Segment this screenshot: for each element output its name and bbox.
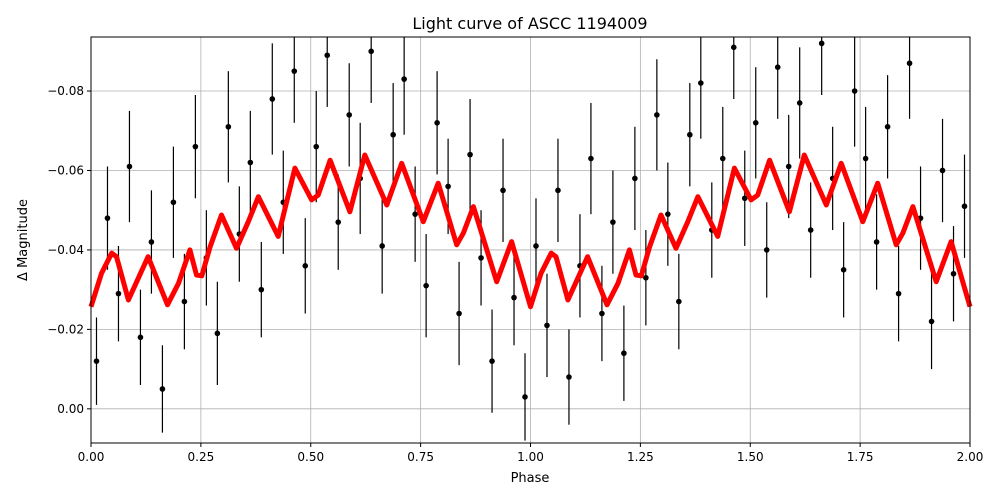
data-point [807, 227, 814, 233]
x-axis-ticks: 0.00 0.25 0.50 0.75 1.00 1.25 1.50 1.75 2.00 [78, 443, 984, 464]
data-point [192, 143, 199, 150]
data-point [818, 40, 825, 47]
data-point [170, 199, 177, 206]
data-point [676, 298, 682, 305]
data-point [478, 255, 484, 261]
data-point [104, 215, 111, 221]
x-tick-label: 0.75 [407, 450, 434, 464]
data-point [763, 247, 770, 253]
data-point [335, 219, 342, 225]
y-axis-ticks: 0.00 −0.02 −0.04 −0.06 −0.08 [47, 84, 91, 416]
data-point [665, 211, 671, 217]
data-point [884, 123, 891, 130]
data-point [730, 44, 737, 51]
data-point [566, 374, 572, 380]
data-point [895, 290, 902, 297]
x-tick-label: 2.00 [957, 450, 984, 464]
data-point [368, 48, 374, 55]
data-point [500, 187, 506, 194]
data-point [741, 195, 748, 202]
data-point [401, 76, 407, 82]
y-tick-label: −0.08 [47, 84, 84, 98]
data-point [939, 167, 946, 174]
data-point [632, 175, 638, 182]
y-tick-label: −0.06 [47, 163, 84, 177]
y-tick-label: −0.02 [47, 322, 84, 336]
data-point [544, 322, 550, 329]
data-point [159, 386, 166, 392]
data-point [225, 123, 232, 130]
data-point [522, 394, 528, 400]
data-point [456, 310, 462, 317]
x-tick-label: 0.25 [188, 450, 215, 464]
data-point [588, 155, 594, 162]
data-point [302, 263, 309, 269]
data-point [851, 88, 858, 94]
data-point [390, 131, 396, 138]
chart-title: Light curve of ASCC 1194009 [412, 14, 647, 33]
x-tick-label: 0.00 [78, 450, 105, 464]
x-tick-label: 1.75 [847, 450, 874, 464]
data-point [434, 120, 440, 126]
data-point [291, 68, 298, 74]
data-point [93, 358, 100, 364]
data-point [796, 100, 803, 106]
data-point [423, 282, 429, 289]
y-tick-label: −0.04 [47, 243, 84, 257]
data-point [126, 163, 133, 170]
data-point [269, 96, 276, 102]
data-point [906, 60, 913, 67]
data-point [752, 120, 759, 126]
data-point [555, 187, 561, 194]
data-point [533, 243, 539, 249]
data-point [445, 183, 451, 190]
x-tick-label: 1.25 [627, 450, 654, 464]
data-point [511, 294, 517, 301]
data-point [654, 112, 660, 118]
data-point [313, 143, 320, 150]
y-axis-label: Δ Magnitude [16, 199, 31, 281]
data-point [873, 239, 880, 245]
data-point [148, 239, 155, 245]
x-tick-label: 1.00 [517, 450, 544, 464]
data-point [621, 350, 627, 357]
data-point [961, 203, 968, 210]
data-point [785, 163, 792, 170]
x-tick-label: 1.50 [737, 450, 764, 464]
data-point [137, 334, 144, 341]
model-curve [88, 152, 973, 310]
data-point [247, 159, 254, 166]
data-point [379, 243, 385, 249]
data-point [599, 310, 605, 317]
data-point [489, 358, 495, 364]
data-point [862, 155, 869, 162]
data-point [687, 131, 693, 138]
data-point [115, 290, 122, 297]
data-point [346, 112, 353, 118]
x-tick-label: 0.50 [297, 450, 324, 464]
x-axis-label: Phase [511, 471, 550, 486]
y-tick-label: 0.00 [57, 402, 84, 416]
data-point [698, 80, 704, 86]
grid [90, 37, 971, 443]
data-point [258, 286, 265, 293]
data-point [214, 330, 221, 337]
observations [93, 37, 968, 441]
data-point [928, 318, 935, 325]
data-point [610, 219, 616, 225]
data-point [719, 155, 726, 162]
data-point [324, 52, 331, 59]
data-point [181, 298, 188, 305]
data-point [950, 270, 957, 277]
data-point [412, 211, 418, 217]
data-point [774, 64, 781, 70]
data-point [643, 274, 649, 281]
data-point [840, 266, 847, 273]
data-point [467, 151, 473, 158]
